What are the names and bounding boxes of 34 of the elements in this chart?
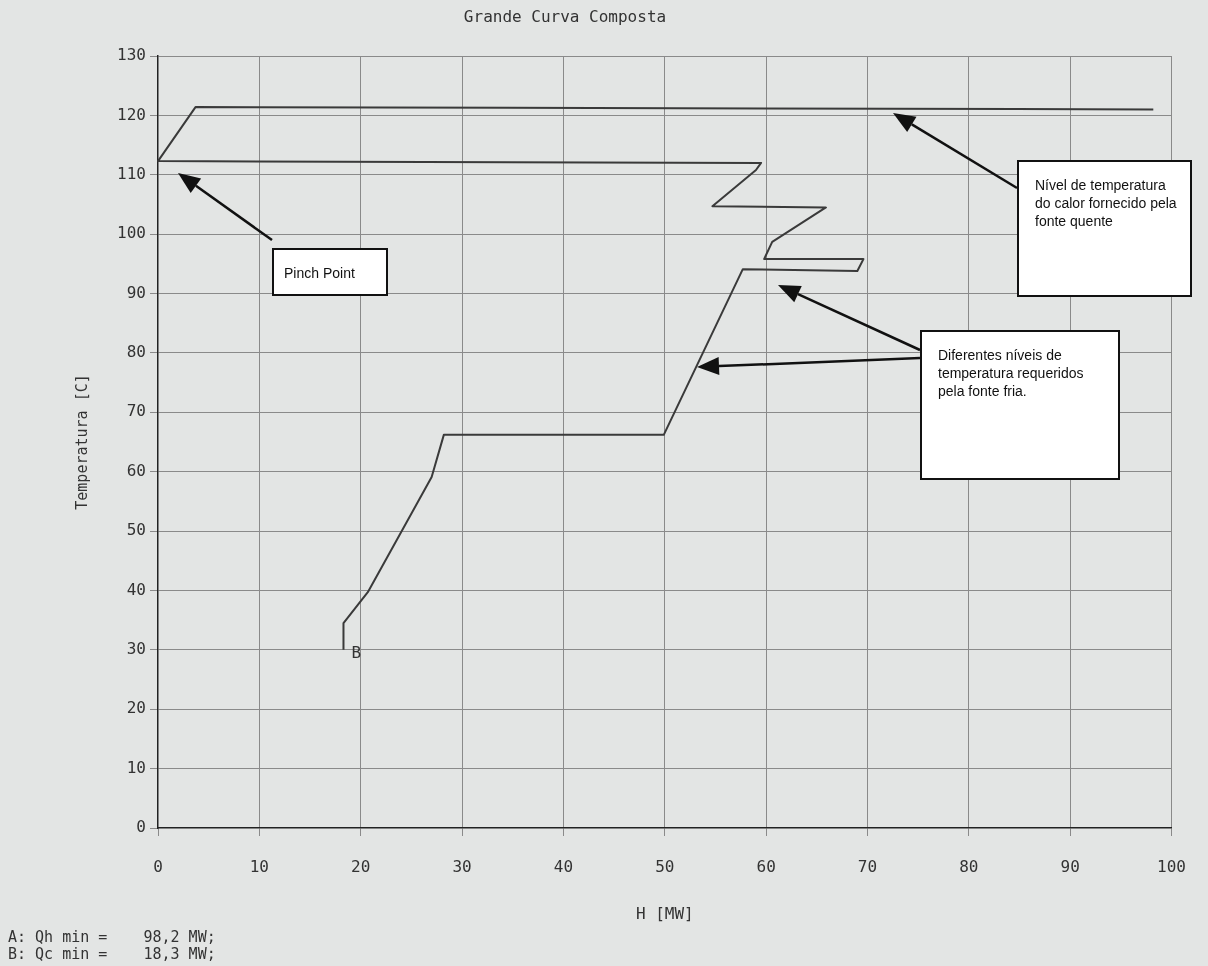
x-tick-label: 20 xyxy=(351,856,371,876)
y-tick-label: 110 xyxy=(117,163,146,183)
y-tick-label: 130 xyxy=(117,45,146,65)
y-tick-label: 80 xyxy=(126,342,146,362)
y-tick-label: 0 xyxy=(136,817,146,837)
x-tick-label: 30 xyxy=(452,856,472,876)
x-tick-label: 100 xyxy=(1157,856,1186,876)
annotation: B xyxy=(351,643,362,662)
x-tick-label: 60 xyxy=(756,856,776,876)
y-tick-label: 20 xyxy=(126,698,146,718)
y-tick-label: 120 xyxy=(117,104,146,124)
x-tick-label: 50 xyxy=(655,856,675,876)
y-tick-label: 40 xyxy=(126,579,146,599)
x-tick-label: 70 xyxy=(857,856,878,876)
y-tick-label: 10 xyxy=(126,757,146,777)
text: A: Qh min = 98,2 MW; xyxy=(8,928,216,947)
x-tick-label: 40 xyxy=(553,856,574,876)
x-tick-label: 90 xyxy=(1060,856,1080,876)
callout-box: Pinch Point xyxy=(272,248,388,296)
x-tick-label: 0 xyxy=(153,856,163,876)
y-tick-label: 90 xyxy=(126,282,146,302)
x-axis-title: H [MW] xyxy=(635,903,694,923)
x-tick-label: 10 xyxy=(249,856,269,876)
y-tick-label: 70 xyxy=(126,401,146,421)
y-tick-label: 30 xyxy=(126,639,146,658)
y-tick-label: 50 xyxy=(126,520,146,540)
y-axis-title: Temperatura [C] xyxy=(72,374,91,510)
y-tick-label: 100 xyxy=(117,223,146,243)
x-tick-label: 80 xyxy=(959,856,979,876)
text: B: Qc min = 18,3 MW; xyxy=(8,945,216,964)
y-tick-label: 60 xyxy=(126,460,146,480)
callout-box: Diferentes níveis de temperatura requeridos pela fonte fria. xyxy=(920,330,1120,480)
callout-box: Nível de temperatura do calor fornecido pela fonte quente xyxy=(1017,160,1192,297)
chart-title: Grande Curva Composta xyxy=(463,7,667,27)
